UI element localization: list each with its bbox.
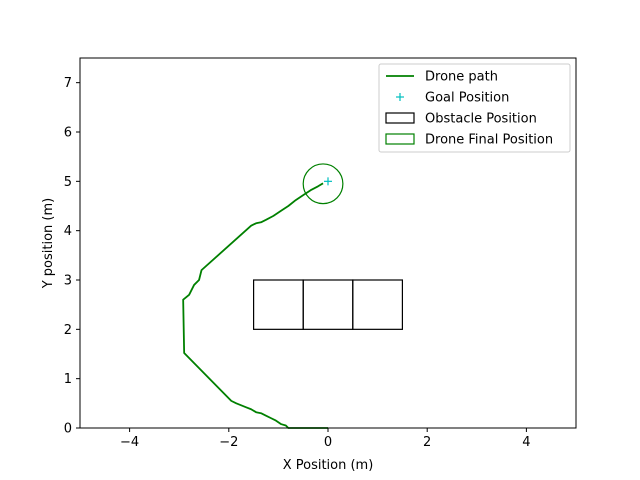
drone-path-line [182,182,328,429]
goal-position-marker [324,177,332,186]
legend-items: Drone path Goal Position Obstacle Position… [385,70,553,148]
x-tick-label: 2 [423,435,431,450]
x-tick-label: −4 [120,435,139,450]
y-tick-label: 3 [64,274,72,289]
y-tick-label: 4 [64,224,72,239]
x-tick-label: 0 [324,435,332,450]
y-tick-label: 5 [64,175,72,190]
legend-swatch-final-position [385,133,415,145]
x-tick-label: −2 [219,435,238,450]
drone-final-position-circle [302,163,344,205]
y-tick-label: 6 [64,126,72,141]
x-axis-label: X Position (m) [283,458,374,473]
legend-label: Drone path [425,70,498,85]
legend-label: Drone Final Position [425,133,553,148]
legend-frame [378,63,571,153]
legend-label: Obstacle Position [425,112,537,127]
legend: Drone path Goal Position Obstacle Position… [378,63,571,153]
ticks-layer: −4 −2 0 2 4 0 1 2 3 4 5 6 7 [64,76,531,450]
data-layer [182,163,403,429]
y-tick-label: 0 [64,422,72,437]
obstacle-rect-3 [352,279,403,330]
y-tick-label: 1 [64,372,72,387]
legend-label: Goal Position [425,91,509,106]
y-tick-label: 2 [64,323,72,338]
y-axis-label: Y position (m) [41,198,56,290]
x-tick-label: 4 [522,435,530,450]
legend-swatch-obstacle [385,112,415,124]
y-tick-label: 7 [64,76,72,91]
